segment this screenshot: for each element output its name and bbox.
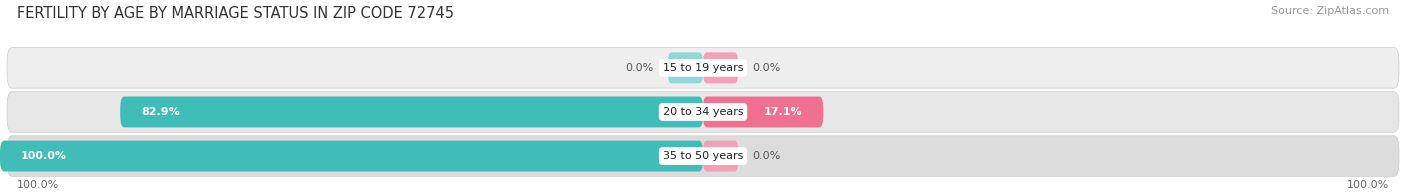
- Text: 20 to 34 years: 20 to 34 years: [662, 107, 744, 117]
- FancyBboxPatch shape: [668, 53, 703, 83]
- Text: 15 to 19 years: 15 to 19 years: [662, 63, 744, 73]
- FancyBboxPatch shape: [0, 141, 703, 172]
- Text: 100.0%: 100.0%: [1347, 180, 1389, 190]
- Text: 100.0%: 100.0%: [17, 180, 59, 190]
- Text: Source: ZipAtlas.com: Source: ZipAtlas.com: [1271, 6, 1389, 16]
- FancyBboxPatch shape: [703, 141, 738, 172]
- FancyBboxPatch shape: [7, 136, 1399, 176]
- Text: 35 to 50 years: 35 to 50 years: [662, 151, 744, 161]
- Text: 0.0%: 0.0%: [626, 63, 654, 73]
- Text: 82.9%: 82.9%: [141, 107, 180, 117]
- Text: 0.0%: 0.0%: [752, 63, 780, 73]
- FancyBboxPatch shape: [120, 97, 703, 127]
- FancyBboxPatch shape: [7, 92, 1399, 132]
- Text: FERTILITY BY AGE BY MARRIAGE STATUS IN ZIP CODE 72745: FERTILITY BY AGE BY MARRIAGE STATUS IN Z…: [17, 6, 454, 21]
- FancyBboxPatch shape: [703, 53, 738, 83]
- Text: 0.0%: 0.0%: [752, 151, 780, 161]
- FancyBboxPatch shape: [703, 97, 824, 127]
- Text: 17.1%: 17.1%: [763, 107, 801, 117]
- Text: 100.0%: 100.0%: [21, 151, 67, 161]
- FancyBboxPatch shape: [7, 48, 1399, 88]
